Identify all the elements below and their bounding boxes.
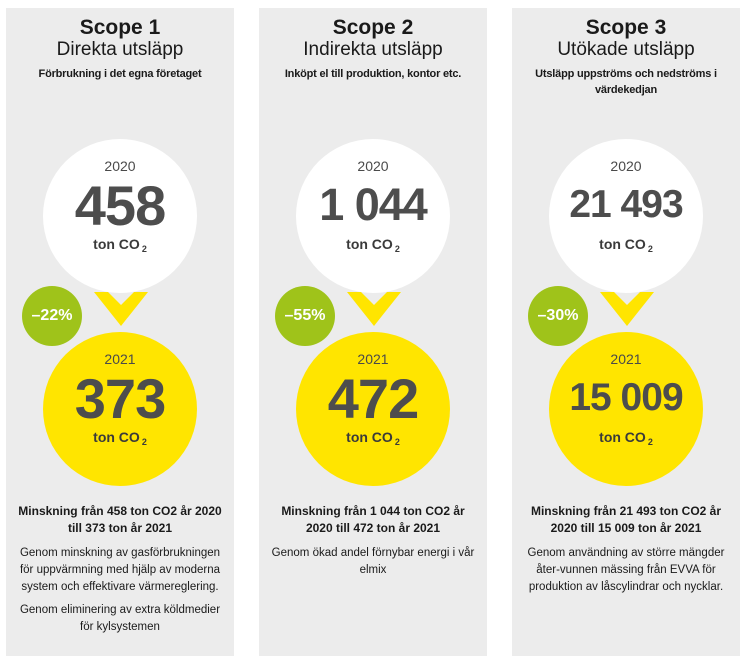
scope-subtitle: Inköpt el till produktion, kontor etc. — [284, 68, 462, 80]
emissions-2020-circle: 2020 458 ton CO 2 — [43, 139, 197, 293]
reduction-detail: Genom ökad andel förnybar energi i vår e… — [271, 547, 475, 576]
unit-label: ton CO 2 — [93, 236, 147, 254]
year-label: 2020 — [104, 158, 136, 174]
scope-subtitle: Utsläpp uppströms och nedströms i värdek… — [535, 68, 717, 96]
emissions-2021-circle: 2021 373 ton CO 2 — [43, 332, 197, 486]
emissions-value: 15 009 — [569, 376, 683, 419]
reduction-summary: Minskning från 1 044 ton CO2 år 2020 til… — [281, 504, 465, 535]
emissions-value: 472 — [327, 367, 419, 430]
emissions-2021-circle: 2021 15 009 ton CO 2 — [549, 332, 703, 486]
year-label: 2020 — [357, 158, 389, 174]
scope-heading: Scope 3 — [585, 16, 667, 39]
chevron-down-icon — [347, 292, 401, 326]
change-badge: –55% — [275, 286, 335, 346]
emissions-2021-circle: 2021 472 ton CO 2 — [296, 332, 450, 486]
scope-subtitle: Förbrukning i det egna företaget — [38, 68, 202, 80]
reduction-detail: Genom användning av större mängder åter-… — [527, 547, 725, 593]
year-label: 2021 — [357, 351, 389, 367]
scope-3-panel: Scope 3 Utökade utsläpp Utsläpp uppström… — [512, 8, 740, 656]
scope-title: Direkta utsläpp — [56, 39, 184, 60]
emissions-2020-circle: 2020 21 493 ton CO 2 — [549, 139, 703, 293]
unit-label: ton CO 2 — [346, 429, 400, 447]
emissions-value: 21 493 — [569, 183, 683, 226]
emissions-value: 458 — [74, 174, 166, 237]
reduction-detail: Genom eliminering av extra köldmedier fö… — [19, 604, 221, 633]
chevron-down-icon — [600, 292, 654, 326]
emissions-value: 373 — [74, 367, 166, 430]
scope-1-panel: Scope 1 Direkta utsläpp Förbrukning i de… — [6, 8, 234, 656]
unit-label: ton CO 2 — [93, 429, 147, 447]
unit-label: ton CO 2 — [599, 236, 653, 254]
year-label: 2021 — [104, 351, 136, 367]
unit-label: ton CO 2 — [346, 236, 400, 254]
emissions-value: 1 044 — [319, 179, 428, 230]
change-badge: –22% — [22, 286, 82, 346]
scope-2-panel: Scope 2 Indirekta utsläpp Inköpt el till… — [259, 8, 487, 656]
reduction-summary: Minskning från 21 493 ton CO2 år 2020 ti… — [530, 504, 722, 535]
reduction-detail: Genom minskning av gasförbrukningen för … — [19, 547, 221, 593]
scope-heading: Scope 2 — [332, 16, 414, 39]
unit-label: ton CO 2 — [599, 429, 653, 447]
change-badge: –30% — [528, 286, 588, 346]
year-label: 2020 — [610, 158, 642, 174]
scope-title: Indirekta utsläpp — [303, 39, 443, 60]
scope-heading: Scope 1 — [79, 16, 161, 39]
scope-title: Utökade utsläpp — [557, 39, 695, 60]
reduction-summary: Minskning från 458 ton CO2 år 2020 till … — [18, 504, 222, 535]
year-label: 2021 — [610, 351, 642, 367]
emissions-2020-circle: 2020 1 044 ton CO 2 — [296, 139, 450, 293]
chevron-down-icon — [94, 292, 148, 326]
